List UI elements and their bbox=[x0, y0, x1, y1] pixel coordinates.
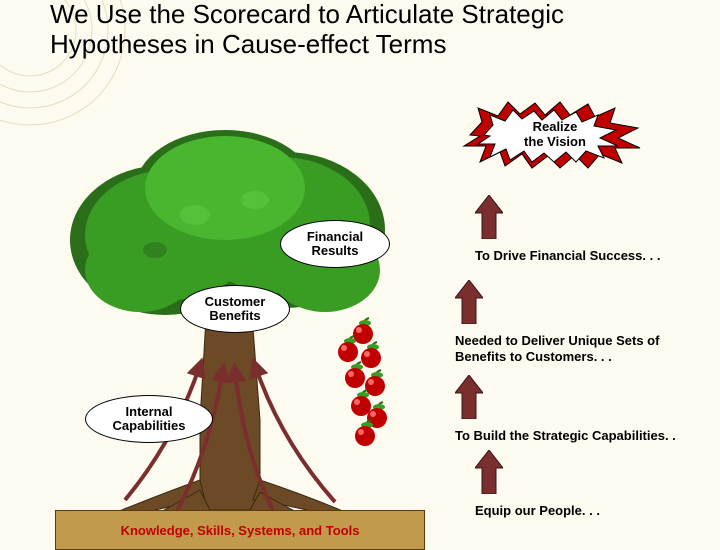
up-arrow-icon bbox=[455, 375, 483, 419]
oval-customer-label: Customer Benefits bbox=[205, 295, 266, 324]
page-title: We Use the Scorecard to Articulate Strat… bbox=[50, 0, 700, 60]
up-arrow-icon bbox=[455, 280, 483, 324]
right-item-4: Equip our People. . . bbox=[475, 450, 720, 519]
up-arrow-icon bbox=[475, 450, 503, 494]
right-item-3: To Build the Strategic Capabilities. . bbox=[455, 375, 705, 444]
right-text-3: To Build the Strategic Capabilities. . bbox=[455, 428, 705, 444]
right-text-2: Needed to Deliver Unique Sets of Benefit… bbox=[455, 333, 705, 364]
apples bbox=[313, 308, 393, 458]
soil-bar: Knowledge, Skills, Systems, and Tools bbox=[55, 510, 425, 550]
oval-internal: Internal Capabilities bbox=[85, 395, 213, 443]
vision-text-l1: Realize bbox=[533, 119, 578, 134]
oval-internal-label: Internal Capabilities bbox=[113, 405, 186, 434]
right-text-1: To Drive Financial Success. . . bbox=[475, 248, 720, 264]
right-item-1: To Drive Financial Success. . . bbox=[475, 195, 720, 264]
right-item-2: Needed to Deliver Unique Sets of Benefit… bbox=[455, 280, 705, 364]
tree-diagram: Financial Results Customer Benefits Inte… bbox=[25, 120, 425, 520]
soil-label: Knowledge, Skills, Systems, and Tools bbox=[121, 523, 360, 538]
oval-financial-label: Financial Results bbox=[307, 230, 363, 259]
right-text-4: Equip our People. . . bbox=[475, 503, 720, 519]
oval-customer: Customer Benefits bbox=[180, 285, 290, 333]
vision-text-l2: the Vision bbox=[524, 134, 586, 149]
up-arrow-icon bbox=[475, 195, 503, 239]
oval-financial: Financial Results bbox=[280, 220, 390, 268]
vision-burst: Realize the Vision bbox=[460, 100, 650, 170]
